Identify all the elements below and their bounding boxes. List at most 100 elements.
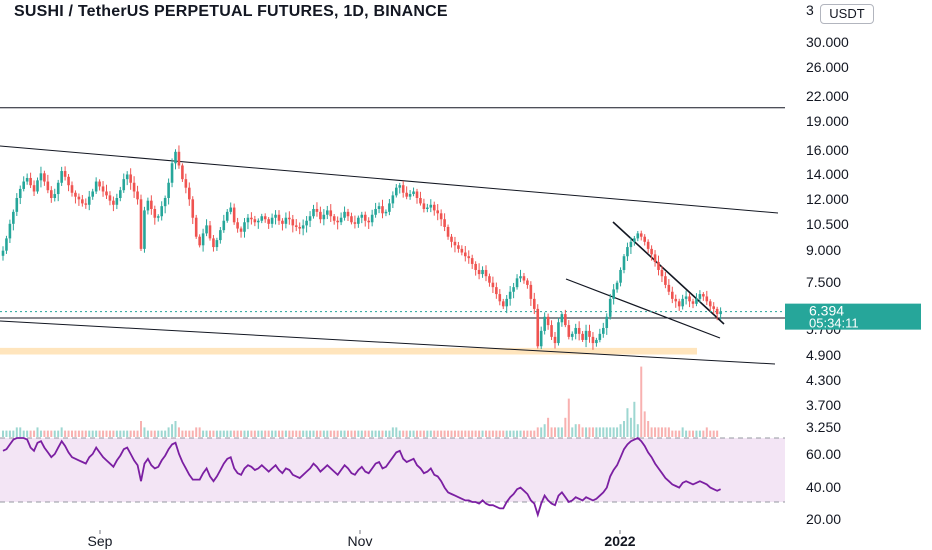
volume-bar: [623, 421, 625, 437]
candle-body: [646, 241, 650, 249]
candle-body: [481, 269, 484, 275]
candle-body: [681, 298, 684, 307]
candle-body: [605, 316, 609, 328]
candle-body: [505, 298, 508, 307]
volume-bar: [191, 430, 194, 437]
currency-selector[interactable]: USDT: [820, 4, 874, 24]
candle-body: [557, 322, 560, 344]
volume-bar: [374, 430, 377, 437]
volume-bar: [678, 430, 681, 437]
candle-body: [377, 206, 381, 209]
candle-body: [526, 280, 529, 285]
candle-body: [270, 217, 274, 224]
candle-body: [136, 191, 139, 200]
candle-body: [677, 301, 681, 307]
candle-body: [143, 210, 146, 249]
volume-bar: [95, 430, 98, 437]
candle-body: [260, 216, 264, 221]
candle-body: [5, 238, 8, 251]
volume-bar: [15, 427, 18, 437]
candle-body: [636, 233, 640, 239]
candle-body: [246, 217, 250, 223]
candle-body: [436, 210, 439, 214]
candle-body: [508, 291, 512, 299]
volume-bar: [164, 430, 167, 437]
volume-bar: [688, 430, 691, 437]
volume-bar: [39, 430, 42, 437]
candle-body: [125, 174, 129, 180]
volume-bar: [457, 430, 460, 437]
candle-body: [67, 176, 70, 186]
volume-bar: [709, 430, 712, 437]
candle-body: [608, 298, 612, 317]
candle-body: [536, 308, 540, 347]
volume-bar: [647, 421, 650, 437]
candle-body: [29, 177, 32, 186]
volume-bar: [509, 430, 512, 437]
volume-bar: [188, 430, 191, 437]
volume-bar: [43, 430, 46, 437]
candle-body: [63, 171, 67, 177]
candle-body: [619, 269, 622, 283]
upper-channel-line: [0, 145, 779, 214]
candle-body: [70, 185, 74, 193]
candle-body: [229, 207, 232, 212]
volume-bar: [360, 430, 363, 437]
volume-bar: [654, 427, 657, 437]
candle-body: [553, 336, 557, 344]
volume-bar: [102, 430, 105, 437]
volume-bar: [626, 408, 629, 437]
volume-bar: [609, 427, 612, 437]
candle-body: [581, 333, 584, 340]
candle-body: [691, 301, 695, 304]
candle-body: [443, 219, 446, 227]
candle-body: [284, 217, 288, 224]
candle-body: [543, 316, 546, 331]
volume-bar: [264, 430, 267, 437]
volume-bar: [12, 430, 15, 437]
candle-body: [577, 327, 581, 334]
candle-body: [629, 241, 633, 248]
candle-body: [515, 278, 519, 288]
volume-bar: [278, 430, 280, 437]
volume-bar: [319, 430, 322, 437]
volume-bar: [305, 430, 308, 437]
candle-body: [94, 181, 98, 192]
candle-body: [408, 194, 412, 197]
candle-body: [305, 220, 308, 226]
volume-bar: [202, 430, 205, 437]
candle-body: [698, 294, 702, 299]
candle-body: [550, 325, 553, 337]
candle-body: [363, 214, 367, 221]
price-axis-label: 3.250: [806, 419, 841, 435]
candle-body: [98, 181, 101, 187]
candle-body: [488, 276, 491, 283]
candle-body: [591, 336, 595, 344]
volume-bar: [384, 430, 387, 437]
volume-bar: [453, 430, 456, 437]
volume-bar: [664, 427, 667, 437]
volume-bar: [474, 430, 477, 437]
candle-body: [357, 217, 360, 224]
volume-bar: [257, 430, 260, 437]
volume-bar: [36, 427, 39, 437]
volume-bar: [260, 430, 263, 437]
volume-bar: [550, 427, 553, 437]
volume-bar: [140, 421, 142, 437]
volume-bar: [602, 427, 605, 437]
candle-body: [257, 220, 260, 223]
candle-body: [715, 308, 719, 315]
candle-body: [446, 226, 450, 237]
candle-body: [301, 225, 305, 229]
volume-bar: [347, 430, 349, 437]
volume-bar: [212, 430, 215, 437]
candle-body: [36, 180, 39, 192]
volume-bar: [53, 430, 56, 437]
candle-body: [495, 287, 498, 295]
volume-bar: [46, 430, 49, 437]
candle-body: [464, 252, 467, 257]
volume-bar: [343, 430, 346, 437]
price-axis-label: 4.900: [806, 347, 841, 363]
candle-body: [1, 250, 5, 256]
volume-bar: [629, 417, 632, 437]
